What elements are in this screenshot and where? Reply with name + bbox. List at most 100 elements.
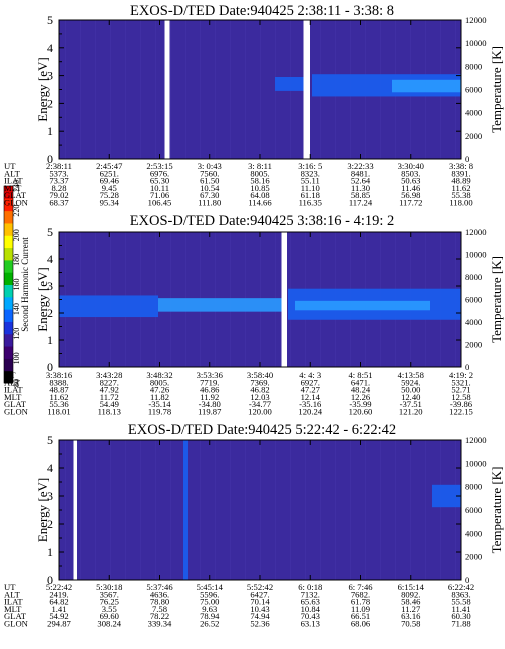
table-row-label: ILAT — [4, 597, 23, 607]
table-cell: 11.41 — [451, 604, 470, 614]
heatmap-stripe — [275, 440, 276, 580]
table-cell: -34.80 — [199, 399, 221, 409]
heatmap-band — [158, 298, 282, 312]
table-cell: 3: 0:43 — [198, 161, 222, 171]
table-row-label: ALT — [4, 589, 21, 599]
colorbar-segment — [4, 247, 13, 261]
data-gap — [281, 232, 287, 367]
table-cell: 5321. — [451, 377, 470, 387]
table-cell: 47.26 — [150, 385, 170, 395]
table-cell: 63.16 — [401, 611, 421, 621]
heatmap-stripe — [230, 20, 231, 159]
table-cell: 119.78 — [148, 407, 171, 417]
table-row-label: ALT — [4, 377, 21, 387]
heatmap-stripe — [170, 440, 171, 580]
table-cell: 2419. — [49, 589, 68, 599]
table-cell: 78.94 — [200, 611, 220, 621]
heatmap-stripe — [125, 440, 126, 580]
table-cell: 6:15:14 — [398, 582, 425, 592]
table-cell: 118.01 — [47, 407, 70, 417]
table-cell: 6251. — [100, 168, 119, 178]
table-cell: 4: 4: 3 — [299, 370, 321, 380]
y2-tick-label: 4000 — [465, 528, 482, 538]
heatmap-stripe — [320, 440, 321, 580]
y2-tick-label: 12000 — [465, 435, 486, 445]
colorbar-segment — [4, 186, 13, 199]
y2-tick-label: 8000 — [465, 482, 482, 492]
y-tick-label: 3 — [47, 279, 53, 293]
y2-tick-label: 0 — [465, 362, 469, 372]
heatmap-stripe — [245, 20, 246, 159]
table-cell: 47.92 — [100, 385, 119, 395]
table-cell: 7560. — [200, 168, 219, 178]
colorbar-tick-label: 220 — [12, 205, 21, 217]
y-tick-label: 2 — [47, 306, 53, 320]
y-axis-label: Energy [eV] — [35, 57, 50, 121]
heatmap-stripe — [395, 440, 396, 580]
table-cell: 10.85 — [250, 183, 269, 193]
table-cell: 79.02 — [49, 190, 68, 200]
heatmap-stripe — [110, 440, 111, 580]
colorbar-segment — [4, 210, 13, 224]
y-tick-label: 2 — [47, 96, 53, 110]
table-cell: 8481. — [351, 168, 370, 178]
panel-3: EXOS-D/TED Date:940425 5:22:42 - 6:22:42… — [4, 422, 504, 629]
table-cell: 12.26 — [351, 392, 371, 402]
table-cell: 12.03 — [250, 392, 269, 402]
table-cell: 8363. — [451, 589, 470, 599]
table-cell: 52.64 — [351, 176, 371, 186]
table-row-label: UT — [4, 582, 16, 592]
heatmap-stripe — [155, 440, 156, 580]
y-tick-label: 1 — [47, 124, 53, 138]
table-cell: 6: 7:46 — [348, 582, 373, 592]
table-cell: 122.15 — [449, 407, 473, 417]
heatmap-stripe — [425, 440, 426, 580]
table-cell: 68.06 — [351, 619, 371, 629]
table-cell: 2:45:47 — [96, 161, 123, 171]
table-row-label: ILAT — [4, 385, 23, 395]
colorbar-segment — [4, 284, 13, 298]
table-cell: 73.37 — [49, 176, 69, 186]
colorbar-segment — [4, 333, 13, 347]
heatmap-background — [59, 440, 461, 580]
table-cell: 78.80 — [150, 597, 169, 607]
y2-tick-label: 10000 — [465, 250, 486, 260]
y-tick-label: 3 — [47, 489, 53, 503]
y2-axis-label: Temperature [K] — [489, 467, 504, 554]
table-cell: 7132. — [301, 589, 320, 599]
table-row-label: GLON — [4, 619, 29, 629]
y2-tick-label: 12000 — [465, 15, 486, 25]
colorbar-tick-label: 120 — [12, 328, 21, 340]
table-cell: 75.28 — [100, 190, 119, 200]
table-cell: 48.89 — [451, 176, 470, 186]
table-cell: 5373. — [49, 168, 68, 178]
heatmap-stripe — [215, 20, 216, 159]
table-cell: 26.52 — [200, 619, 219, 629]
table-cell: 114.66 — [248, 198, 272, 208]
table-row-label: ILAT — [4, 176, 23, 186]
table-cell: 61.18 — [301, 190, 320, 200]
heatmap-stripe — [365, 440, 366, 580]
table-cell: 7682. — [351, 589, 370, 599]
table-cell: 10.43 — [250, 604, 269, 614]
table-cell: 5:45:14 — [197, 582, 224, 592]
table-cell: -39.86 — [450, 399, 473, 409]
heatmap-stripe — [335, 440, 336, 580]
heatmap-band — [59, 295, 158, 318]
table-cell: -35.99 — [349, 399, 371, 409]
table-cell: 12.40 — [401, 392, 420, 402]
y-tick-label: 5 — [47, 13, 53, 27]
heatmap-stripe — [95, 440, 96, 580]
table-cell: 3:22:33 — [347, 161, 373, 171]
table-cell: 4:19: 2 — [449, 370, 473, 380]
y2-tick-label: 4000 — [465, 108, 482, 118]
table-cell: 3:30:40 — [398, 161, 424, 171]
heatmap-stripe — [260, 440, 261, 580]
heatmap-band — [275, 76, 304, 91]
table-cell: 52.71 — [451, 385, 470, 395]
table-cell: 75.00 — [200, 597, 219, 607]
table-cell: 74.94 — [250, 611, 270, 621]
heatmap-stripe — [125, 20, 126, 159]
colorbar-tick-label: 180 — [12, 254, 21, 266]
